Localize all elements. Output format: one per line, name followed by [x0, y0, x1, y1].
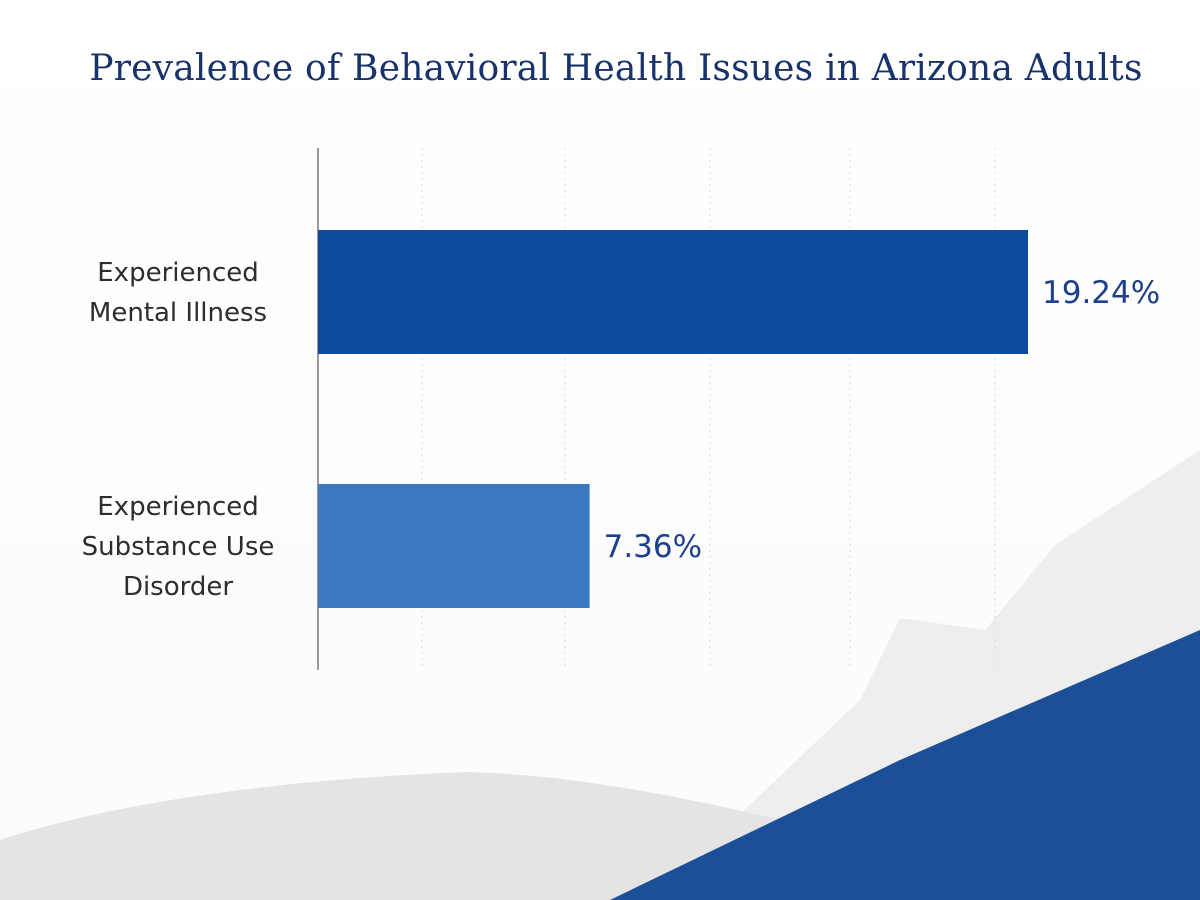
labels: 19.24% Experienced Mental Illness 7.36% Expe… — [82, 258, 1161, 602]
category-label-1: Experienced Mental Illness — [89, 258, 267, 328]
bar-1 — [318, 230, 1028, 354]
backdrop-ridge-blue — [610, 630, 1200, 900]
category-label-line: Mental Illness — [89, 298, 267, 328]
bar-2 — [318, 484, 590, 608]
chart-title: Prevalence of Behavioral Health Issues i… — [89, 48, 1143, 89]
category-label-line: Substance Use — [82, 532, 275, 562]
category-label-line: Experienced — [97, 258, 259, 288]
category-label-line: Disorder — [123, 572, 233, 602]
value-label-2: 7.36% — [604, 529, 702, 565]
value-label-1: 19.24% — [1042, 275, 1160, 311]
category-label-2: Experienced Substance Use Disorder — [82, 492, 275, 602]
category-label-line: Experienced — [97, 492, 259, 522]
bars — [318, 230, 1028, 608]
